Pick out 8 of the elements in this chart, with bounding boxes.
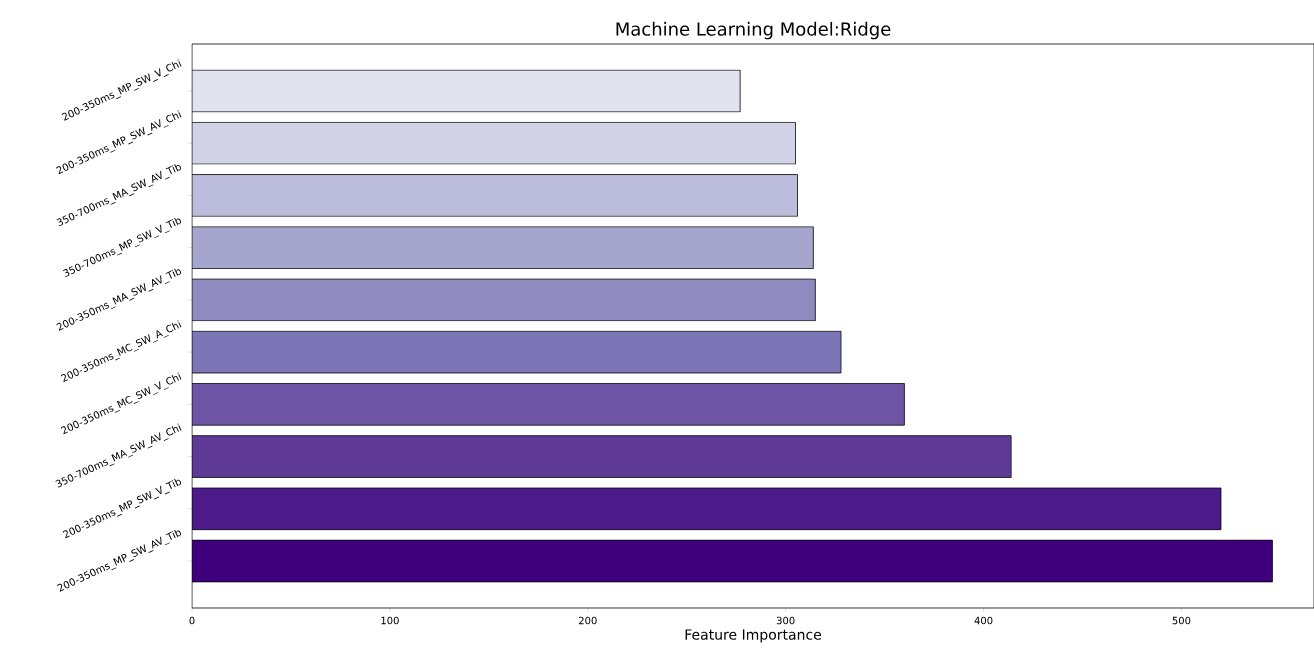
x-tick-label: 500 — [1172, 616, 1191, 625]
x-tick-label: 200 — [578, 616, 597, 625]
x-tick-label: 300 — [776, 616, 795, 625]
chart-title: Machine Learning Model:Ridge — [616, 21, 891, 40]
x-tick-label: 100 — [381, 616, 399, 625]
x-axis-title: Feature Importance — [685, 629, 822, 643]
x-tick-label: 0 — [189, 616, 195, 625]
x-tick-label: 400 — [974, 616, 993, 625]
